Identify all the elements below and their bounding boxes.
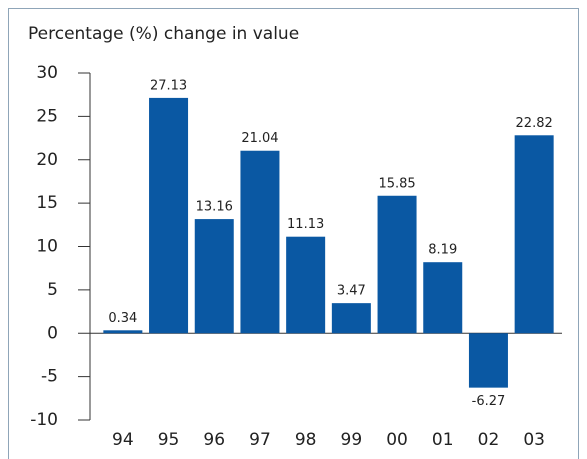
x-tick-label: 99: [341, 430, 363, 450]
x-tick-label: 02: [478, 430, 500, 450]
x-tick-label: 94: [112, 430, 134, 450]
bar: [194, 219, 234, 334]
value-label: 21.04: [241, 131, 278, 146]
y-tick-label: -10: [30, 410, 58, 430]
y-tick-label: 30: [36, 63, 58, 83]
bar: [331, 303, 371, 334]
y-tick-label: 25: [36, 106, 58, 126]
value-label: 8.19: [428, 243, 457, 258]
value-label: 13.16: [196, 200, 233, 215]
y-tick-label: 5: [47, 280, 58, 300]
value-label: 11.13: [287, 217, 324, 232]
bar: [514, 135, 554, 334]
bar: [240, 150, 280, 334]
x-tick-label: 00: [386, 430, 408, 450]
frame: [8, 8, 579, 459]
value-label: 0.34: [108, 311, 137, 326]
y-tick-label: 0: [47, 323, 58, 343]
x-tick-label: 97: [249, 430, 271, 450]
value-label: -6.27: [472, 394, 506, 409]
x-tick-label: 95: [158, 430, 180, 450]
bar: [149, 97, 189, 334]
value-label: 22.82: [516, 116, 553, 131]
x-tick-label: 98: [295, 430, 317, 450]
x-tick-label: 01: [432, 430, 454, 450]
value-label: 15.85: [378, 176, 415, 191]
y-tick-label: -5: [41, 367, 58, 387]
bar: [377, 195, 417, 334]
y-tick-label: 20: [36, 150, 58, 170]
bar: [286, 236, 326, 334]
y-tick-label: 15: [36, 193, 58, 213]
bar: [468, 333, 508, 388]
chart-title: Percentage (%) change in value: [28, 24, 299, 44]
x-tick-label: 96: [203, 430, 225, 450]
x-tick-label: 03: [523, 430, 545, 450]
value-label: 27.13: [150, 78, 187, 93]
bar: [423, 262, 463, 334]
y-tick-label: 10: [36, 237, 58, 257]
value-label: 3.47: [337, 284, 366, 299]
bar: [103, 330, 143, 334]
